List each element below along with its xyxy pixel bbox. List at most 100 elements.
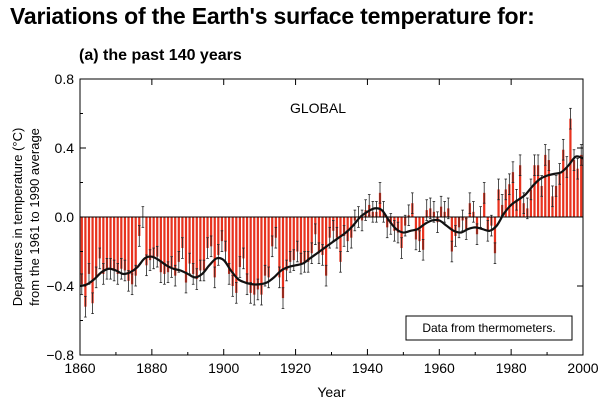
temperature-bar: [317, 217, 321, 254]
temperature-bar: [177, 217, 180, 262]
temperature-bar: [544, 154, 547, 217]
temperature-bar: [127, 217, 130, 281]
temperature-bar: [296, 217, 299, 252]
temperature-bar: [202, 217, 206, 271]
temperature-bar: [235, 217, 238, 293]
x-axis-label: Year: [317, 384, 346, 400]
temperature-bar: [130, 217, 134, 285]
temperature-bar: [181, 217, 184, 249]
temperature-bar: [148, 217, 152, 261]
temperature-bar: [98, 217, 101, 259]
temperature-bar: [217, 217, 220, 255]
temperature-bar: [91, 217, 94, 304]
temperature-bar: [533, 165, 536, 217]
temperature-bar: [422, 217, 425, 250]
temperature-bar: [289, 217, 292, 262]
x-tick-label: 1940: [352, 360, 383, 376]
temperature-bar: [450, 217, 453, 252]
temperature-bar: [260, 217, 263, 295]
temperature-bar: [569, 118, 572, 217]
axis-ticks-layer: 1860 1880 1900 1920 1940 1960 1980 2000 0.8 0.4 0.…: [46, 71, 598, 376]
smoothed-trend-line: [79, 155, 584, 288]
annotation-box: [405, 315, 573, 341]
temperature-bar: [554, 185, 558, 217]
x-tick-label: 1860: [64, 360, 95, 376]
bars-layer: [80, 118, 583, 307]
x-tick-label: 1920: [280, 360, 311, 376]
error-bars-layer: [80, 107, 583, 318]
temperature-bar: [199, 217, 202, 271]
temperature-bar: [238, 217, 241, 268]
temperature-bar: [170, 217, 173, 268]
temperature-bar: [102, 217, 105, 274]
temperature-bar: [536, 165, 540, 217]
temperature-bar: [263, 217, 267, 276]
x-tick-label: 1900: [208, 360, 239, 376]
temperature-bar: [163, 217, 166, 274]
temperature-bar: [483, 192, 486, 217]
y-tick-label: −0.8: [46, 347, 74, 363]
temperature-bar: [95, 217, 98, 278]
y-tick-label: 0.8: [55, 71, 75, 87]
temperature-bar: [508, 184, 511, 217]
temperature-bar: [299, 217, 303, 264]
temperature-bar: [87, 217, 91, 274]
temperature-bar: [192, 217, 195, 274]
chart-subtitle: (a) the past 140 years: [79, 47, 242, 64]
temperature-bar: [227, 217, 231, 274]
temperature-bar: [109, 217, 112, 269]
temperature-bar: [529, 189, 533, 217]
temperature-bar: [281, 217, 285, 299]
y-tick-label: 0.4: [55, 140, 75, 156]
y-axis-label-line2: from the 1961 to 1990 average: [27, 128, 42, 306]
temperature-bar: [174, 217, 177, 276]
temperature-bar: [519, 165, 522, 217]
temperature-bar: [310, 217, 313, 254]
temperature-bar: [84, 217, 87, 307]
temperature-bar: [123, 217, 127, 271]
temperature-bar: [249, 217, 252, 293]
temperature-bar: [511, 172, 515, 217]
temperature-bar: [307, 217, 310, 262]
temperature-bar: [159, 217, 162, 273]
temperature-bar: [278, 217, 281, 278]
temperature-bar: [120, 217, 123, 269]
chart-title: Variations of the Earth's surface temper…: [10, 3, 535, 29]
temperature-bar: [210, 217, 213, 247]
temperature-bar: [242, 217, 245, 259]
y-tick-label: 0.0: [55, 209, 75, 225]
panel-label: GLOBAL: [290, 100, 346, 116]
temperature-bar: [562, 149, 565, 217]
temperature-bar: [188, 217, 191, 264]
temperature-bar: [195, 217, 198, 280]
temperature-bar: [152, 217, 155, 259]
x-tick-label: 1980: [496, 360, 527, 376]
temperature-bar: [253, 217, 256, 295]
x-tick-label: 1960: [424, 360, 455, 376]
temperature-bar: [231, 217, 234, 286]
temperature-bar: [580, 154, 583, 217]
temperature-bar: [80, 217, 83, 285]
y-tick-label: −0.4: [46, 278, 74, 294]
temperature-bar: [267, 217, 270, 278]
temperature-bar: [414, 217, 418, 240]
temperature-bar: [321, 217, 324, 255]
temperature-bar: [378, 192, 382, 217]
temperature-bar: [558, 173, 561, 218]
temperature-bar: [105, 217, 109, 269]
temperature-bar: [220, 217, 224, 242]
temperature-bar: [346, 217, 349, 242]
temperature-bar: [271, 217, 274, 247]
temperature-bar: [184, 217, 188, 283]
x-tick-label: 1880: [136, 360, 167, 376]
y-axis-label-line1: Departures in temperature (°C): [10, 128, 25, 307]
temperature-bar: [116, 217, 119, 274]
temperature-bar: [134, 217, 137, 276]
temperature-bar: [224, 217, 227, 252]
temperature-bar: [504, 189, 507, 217]
temperature-bar: [156, 217, 159, 257]
temperature-bar: [245, 217, 249, 285]
temperature-bar: [497, 189, 500, 217]
temperature-bar: [113, 217, 116, 271]
